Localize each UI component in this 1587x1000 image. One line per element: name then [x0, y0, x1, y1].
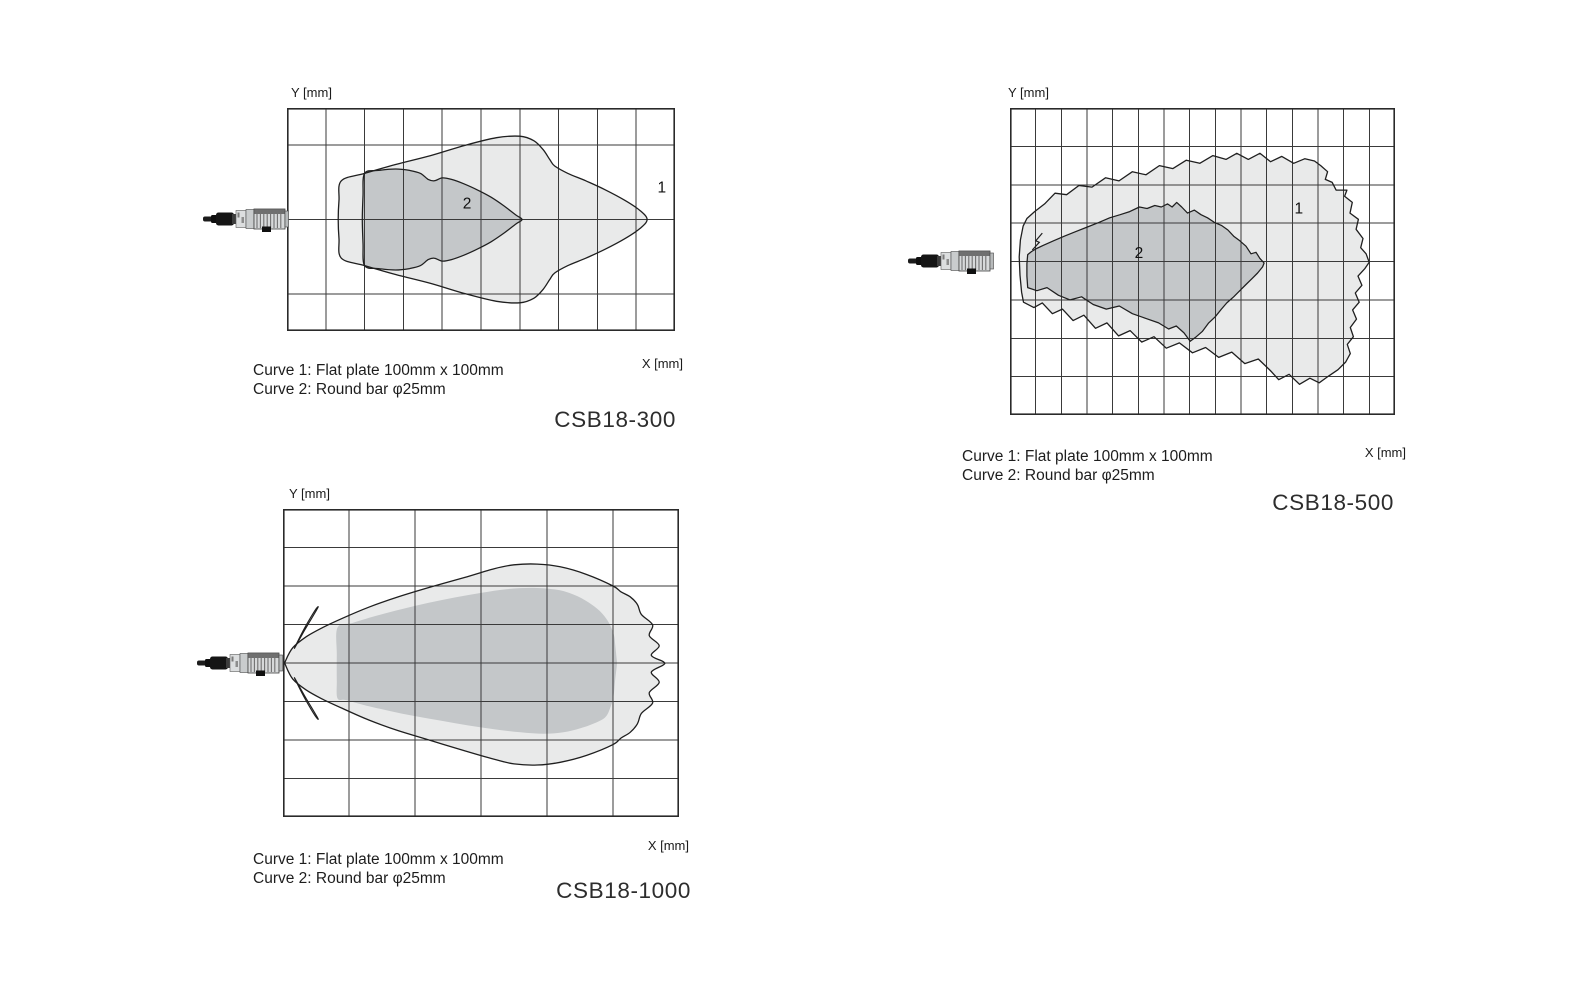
plot-area-csb18-1000: [283, 509, 679, 817]
y-axis-unit-label: Y [mm]: [291, 85, 332, 100]
beam-fold-mark-outline: [293, 677, 319, 720]
beam-fold-mark-outline: [293, 606, 319, 649]
curve-number-label: 2: [463, 196, 472, 213]
grid: [287, 108, 675, 331]
grid: [1010, 108, 1395, 415]
curve2-caption: Curve 2: Round bar φ25mm: [962, 467, 1155, 484]
x-axis-unit-label: X [mm]: [647, 838, 689, 853]
curve2-outline: [361, 168, 523, 271]
chart-title: CSB18-300: [554, 407, 676, 432]
plot-area-csb18-300: 12: [287, 108, 675, 331]
curve-number-label: 1: [657, 179, 666, 196]
curve1-caption: Curve 1: Flat plate 100mm x 100mm: [962, 448, 1213, 465]
curve1-outline: [337, 135, 648, 304]
curve1-caption: Curve 1: Flat plate 100mm x 100mm: [253, 362, 504, 379]
ultrasonic-sensor-icon: [908, 250, 994, 274]
curve1-outline: [284, 563, 666, 766]
ultrasonic-sensor-icon: [203, 208, 289, 232]
plot-border: [283, 509, 679, 817]
curve-legend: Curve 1: Flat plate 100mm x 100mm Curve …: [962, 447, 1213, 485]
y-axis-unit-label: Y [mm]: [1008, 85, 1049, 100]
plot-border: [1010, 108, 1395, 415]
curve-legend: Curve 1: Flat plate 100mm x 100mm Curve …: [253, 361, 504, 399]
curve-number-label: 1: [1294, 200, 1303, 217]
zigzag-mark: [1031, 232, 1043, 251]
curve2-region: [1026, 202, 1265, 342]
curve1-caption: Curve 1: Flat plate 100mm x 100mm: [253, 851, 504, 868]
curve-number-label: 2: [1135, 245, 1144, 262]
chart-title: CSB18-500: [1272, 490, 1394, 515]
grid: [283, 509, 679, 817]
chart-title: CSB18-1000: [556, 878, 691, 903]
x-axis-unit-label: X [mm]: [1364, 445, 1406, 460]
ultrasonic-sensor-icon: [197, 652, 283, 676]
y-axis-unit-label: Y [mm]: [289, 486, 330, 501]
x-axis-unit-label: X [mm]: [641, 356, 683, 371]
curve1-outline: [1018, 152, 1370, 385]
plot-area-csb18-500: 12: [1010, 108, 1395, 415]
curve-legend: Curve 1: Flat plate 100mm x 100mm Curve …: [253, 850, 504, 888]
curve2-outline: [1026, 201, 1265, 342]
curve2-caption: Curve 2: Round bar φ25mm: [253, 381, 446, 398]
curve2-caption: Curve 2: Round bar φ25mm: [253, 870, 446, 887]
